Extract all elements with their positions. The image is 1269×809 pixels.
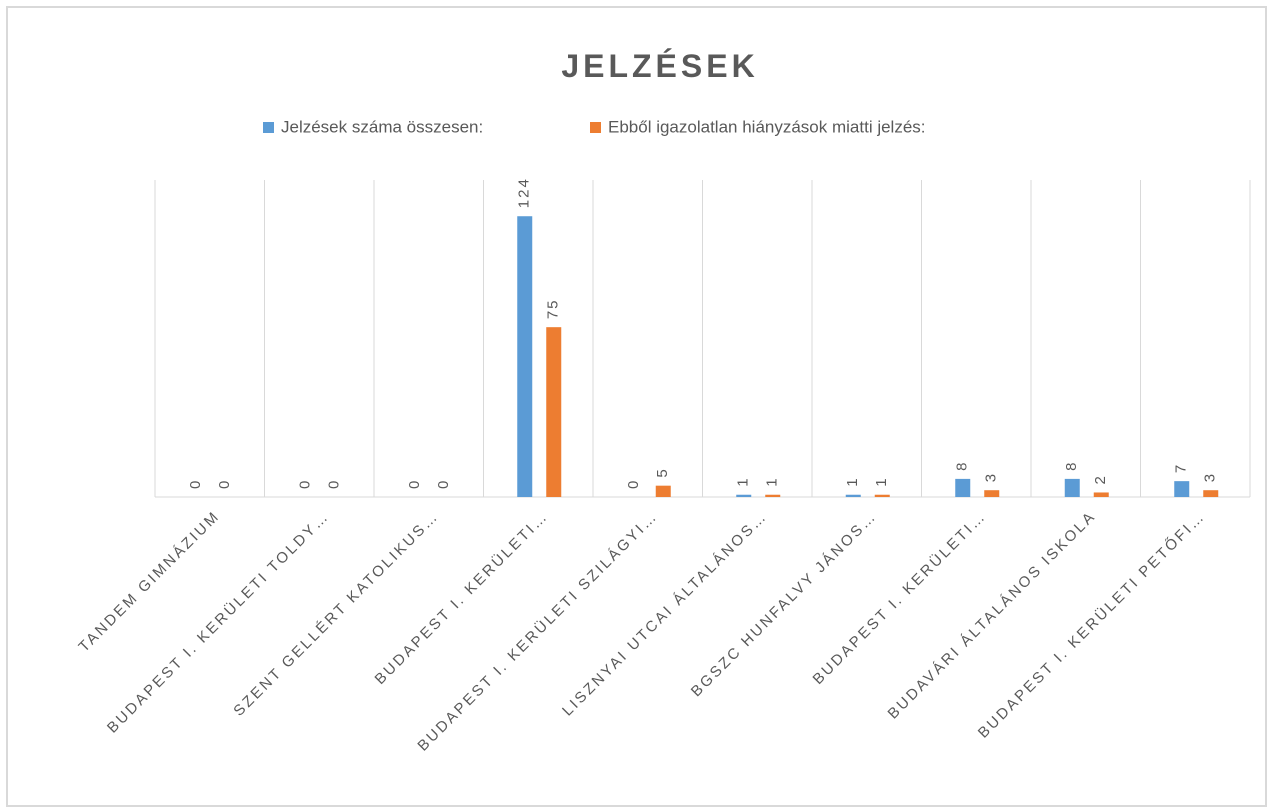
chart-title: JELZÉSEK (561, 48, 758, 84)
bar (845, 494, 861, 497)
chart-border (6, 6, 1267, 807)
bar (546, 327, 562, 497)
data-label: 2 (1092, 474, 1109, 484)
data-label: 0 (187, 479, 204, 489)
data-label: 7 (1173, 463, 1190, 473)
data-label: 75 (545, 298, 562, 319)
bar (1093, 492, 1109, 497)
bar (517, 216, 533, 497)
bar (1064, 478, 1080, 497)
data-label: 3 (1202, 472, 1219, 482)
data-label: 0 (435, 479, 452, 489)
data-label: 0 (297, 479, 314, 489)
data-label: 3 (983, 472, 1000, 482)
data-label: 1 (764, 476, 781, 486)
data-label: 1 (735, 476, 752, 486)
data-label: 0 (406, 479, 423, 489)
legend-label: Jelzések száma összesen: (281, 117, 483, 136)
data-label: 1 (873, 476, 890, 486)
bar (1203, 490, 1219, 497)
bar (1174, 481, 1190, 497)
data-label: 0 (326, 479, 343, 489)
bar (736, 494, 752, 497)
legend-swatch (590, 122, 601, 133)
legend-swatch (263, 122, 274, 133)
bar (765, 494, 781, 497)
bar (874, 494, 890, 497)
data-label: 124 (516, 177, 533, 208)
data-label: 8 (954, 461, 971, 471)
data-label: 0 (216, 479, 233, 489)
data-label: 1 (844, 476, 861, 486)
bar (984, 490, 1000, 497)
bar (955, 478, 971, 497)
data-label: 0 (625, 479, 642, 489)
legend-label: Ebből igazolatlan hiányzások miatti jelz… (608, 117, 926, 136)
bar (655, 485, 671, 497)
data-label: 5 (654, 467, 671, 477)
data-label: 8 (1063, 461, 1080, 471)
